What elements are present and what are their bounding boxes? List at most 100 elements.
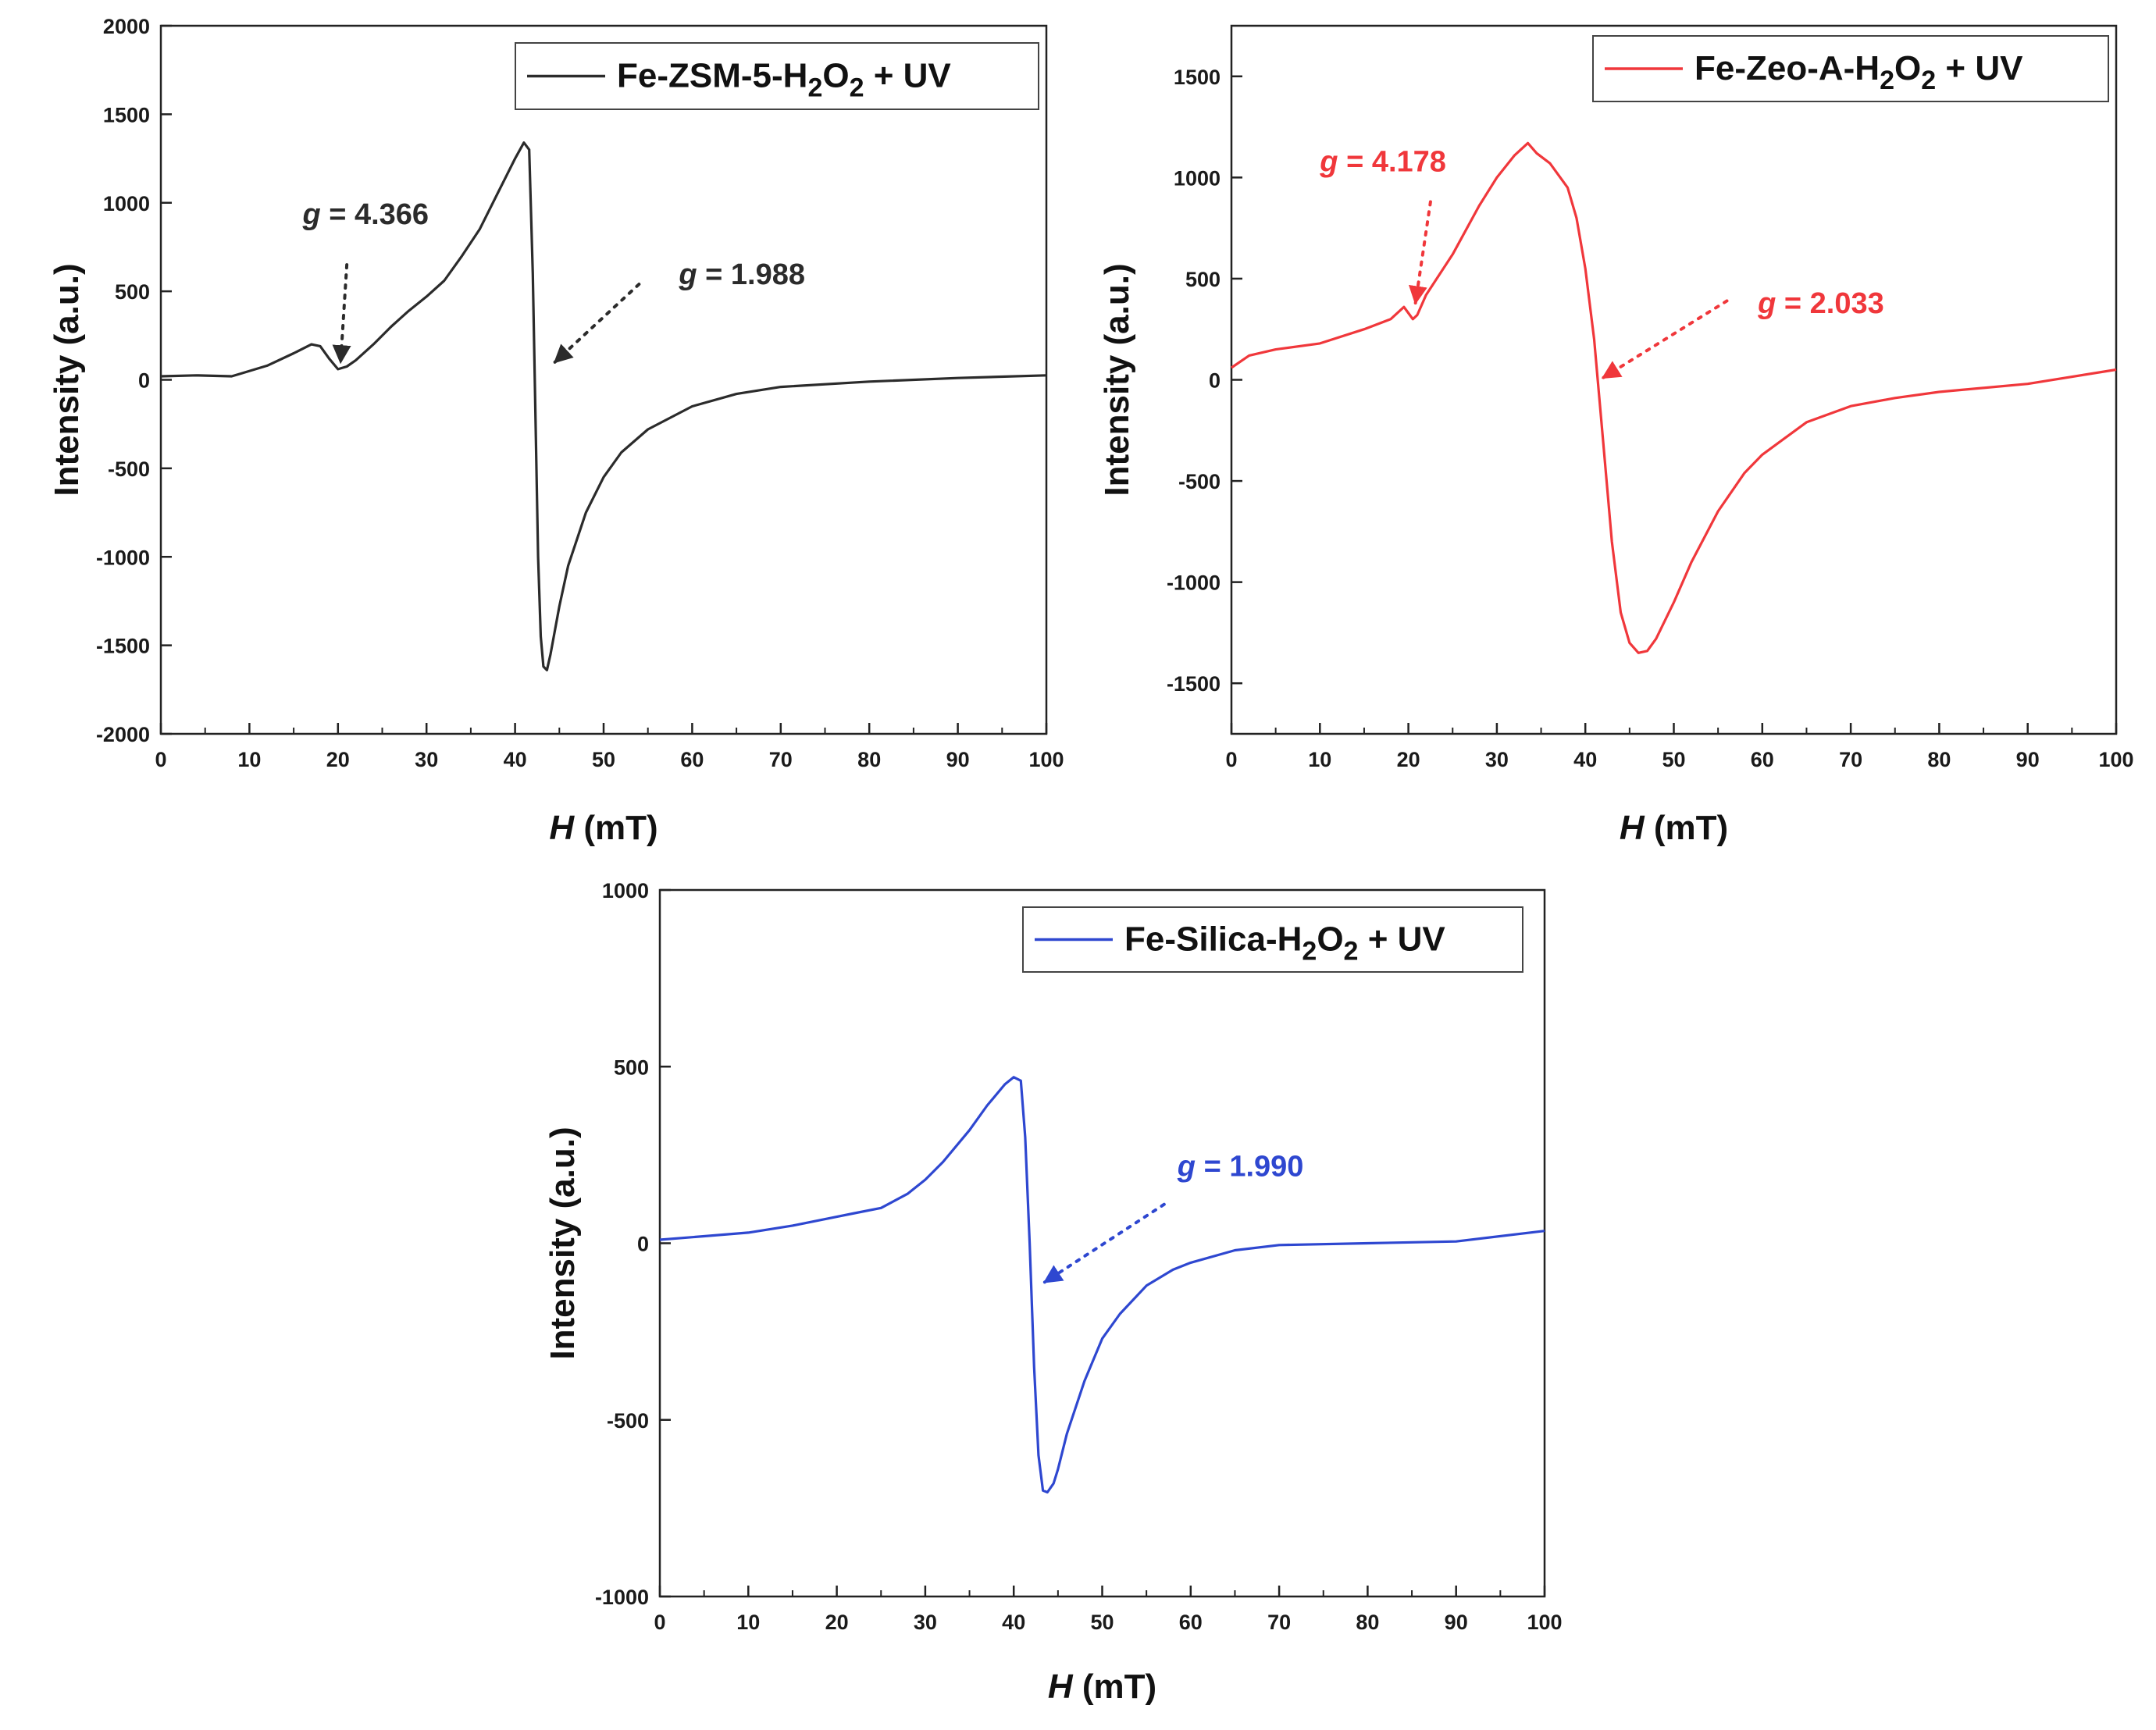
x-tick-label: 80 bbox=[857, 748, 881, 771]
legend-label-sub1: 2 bbox=[807, 73, 822, 103]
legend-label-sub2: 2 bbox=[850, 73, 864, 103]
annotation-g-value: = 4.366 bbox=[321, 198, 429, 231]
y-tick-label: 500 bbox=[614, 1055, 649, 1079]
x-axis-title-unit: (mT) bbox=[1645, 809, 1729, 847]
legend-label-mid: O bbox=[1317, 920, 1343, 959]
annotation-label: g = 2.033 bbox=[1757, 287, 1884, 320]
x-tick-label: 20 bbox=[825, 1611, 849, 1634]
x-axis-title: H (mT) bbox=[549, 809, 657, 847]
legend-label-post: + UV bbox=[864, 57, 952, 95]
y-tick-label: -1500 bbox=[96, 635, 150, 658]
annotation-label: g = 1.990 bbox=[1177, 1151, 1304, 1184]
legend-label-post: + UV bbox=[1936, 49, 2023, 87]
annotation-arrow bbox=[1042, 1202, 1166, 1284]
x-tick-label: 50 bbox=[1662, 748, 1685, 771]
x-tick-label: 90 bbox=[1445, 1611, 1468, 1634]
annotation-g-value: = 1.990 bbox=[1196, 1151, 1303, 1184]
y-tick-label: -1000 bbox=[1167, 571, 1221, 595]
y-tick-label: -1000 bbox=[96, 546, 150, 569]
annotation-label: g = 4.178 bbox=[1319, 146, 1446, 179]
annotation-arrow bbox=[553, 283, 641, 364]
x-tick-label: 20 bbox=[326, 748, 350, 771]
x-tick-label: 50 bbox=[1090, 1611, 1114, 1634]
y-tick-label: -500 bbox=[607, 1409, 649, 1433]
y-tick-label: -500 bbox=[108, 457, 150, 481]
legend-label-sub1: 2 bbox=[1880, 66, 1894, 95]
x-tick-label: 40 bbox=[504, 748, 527, 771]
y-tick-label: 2000 bbox=[103, 15, 150, 38]
x-tick-label: 10 bbox=[736, 1611, 760, 1634]
y-tick-label: 1500 bbox=[1174, 66, 1221, 89]
x-tick-label: 0 bbox=[1225, 748, 1237, 771]
legend-label: Fe-Silica-H2O2 + UV bbox=[1124, 920, 1445, 966]
x-tick-label: 30 bbox=[1485, 748, 1509, 771]
series-line-zeoa bbox=[1231, 141, 2117, 654]
y-tick-label: -1500 bbox=[1167, 672, 1221, 696]
legend-label-mid: O bbox=[822, 57, 849, 95]
y-tick-label: 0 bbox=[1209, 369, 1221, 393]
x-tick-label: 0 bbox=[654, 1611, 665, 1634]
x-tick-label: 30 bbox=[914, 1611, 937, 1634]
legend-label-sub1: 2 bbox=[1302, 937, 1317, 966]
series-line-zsm5 bbox=[160, 141, 1047, 672]
chart-silica: 0 10 20 30 40 50 60 70 80 90 100 -1000 -500 0 500 1000 I… bbox=[543, 879, 1563, 1706]
annotation-g-symbol: g bbox=[1757, 287, 1776, 320]
x-tick-label: 90 bbox=[2016, 748, 2040, 771]
legend-label-pre: Fe-Silica-H bbox=[1124, 920, 1302, 959]
x-tick-label: 80 bbox=[1356, 1611, 1379, 1634]
plot-frame bbox=[1230, 24, 2118, 735]
x-axis-title-symbol: H bbox=[549, 809, 575, 847]
x-axis-title-symbol: H bbox=[1620, 809, 1645, 847]
annotation-g-symbol: g bbox=[1177, 1151, 1196, 1184]
legend-label: Fe-ZSM-5-H2O2 + UV bbox=[617, 57, 951, 103]
chart-zsm5: 0 10 20 30 40 50 60 70 80 90 100-2000-1500-1000-50… bbox=[48, 15, 1064, 847]
x-tick-label: 80 bbox=[1927, 748, 1951, 771]
x-tick-label: 70 bbox=[769, 748, 793, 771]
series-line-silica bbox=[659, 1076, 1545, 1494]
x-tick-label: 30 bbox=[415, 748, 438, 771]
y-tick-label: 1000 bbox=[103, 192, 150, 215]
legend-label-sub2: 2 bbox=[1344, 937, 1359, 966]
chart-zeoa: 0 10 20 30 40 50 60 70 80 90 100 -1500 -1000 -500 0 500… bbox=[1098, 24, 2134, 847]
x-tick-label: 60 bbox=[1751, 748, 1774, 771]
y-tick-label: 1500 bbox=[103, 103, 150, 126]
x-axis-title: H (mT) bbox=[1620, 809, 1728, 847]
x-tick-label: 60 bbox=[680, 748, 704, 771]
annotation-g-symbol: g bbox=[301, 198, 320, 231]
x-axis-title-symbol: H bbox=[1048, 1668, 1074, 1706]
x-tick-label: 100 bbox=[1527, 1611, 1562, 1634]
y-tick-label: 500 bbox=[115, 280, 150, 304]
x-tick-label: 40 bbox=[1002, 1611, 1025, 1634]
annotation-arrow bbox=[332, 263, 351, 365]
y-tick-label: 1000 bbox=[602, 879, 649, 902]
y-axis-title: Intensity (a.u.) bbox=[543, 1127, 582, 1359]
x-tick-label: 100 bbox=[2098, 748, 2133, 771]
annotation-g-value: = 4.178 bbox=[1338, 146, 1446, 179]
annotation-label: g = 1.988 bbox=[678, 258, 805, 291]
y-tick-label: -2000 bbox=[96, 723, 150, 746]
y-axis-title: Intensity (a.u.) bbox=[1098, 263, 1136, 496]
x-tick-label: 20 bbox=[1397, 748, 1420, 771]
x-tick-label: 70 bbox=[1267, 1611, 1291, 1634]
annotation-g-value: = 1.988 bbox=[697, 258, 805, 291]
legend-label-mid: O bbox=[1894, 49, 1921, 87]
x-tick-label: 70 bbox=[1839, 748, 1862, 771]
y-tick-label: -500 bbox=[1178, 470, 1221, 493]
x-tick-label: 10 bbox=[1308, 748, 1331, 771]
x-tick-label: 10 bbox=[237, 748, 261, 771]
y-axis-title: Intensity (a.u.) bbox=[48, 263, 86, 496]
legend-label: Fe-Zeo-A-H2O2 + UV bbox=[1695, 49, 2023, 95]
annotation-g-symbol: g bbox=[678, 258, 697, 291]
legend-label-pre: Fe-Zeo-A-H bbox=[1695, 49, 1880, 87]
x-axis-title-unit: (mT) bbox=[574, 809, 658, 847]
legend-label-pre: Fe-ZSM-5-H bbox=[617, 57, 807, 95]
x-tick-label: 100 bbox=[1028, 748, 1064, 771]
legend-label-sub2: 2 bbox=[1921, 66, 1936, 95]
annotation-label: g = 4.366 bbox=[301, 198, 429, 231]
x-axis-title-unit: (mT) bbox=[1073, 1668, 1157, 1706]
x-tick-label: 40 bbox=[1573, 748, 1597, 771]
annotation-g-symbol: g bbox=[1319, 146, 1338, 179]
legend-label-post: + UV bbox=[1358, 920, 1445, 959]
x-tick-label: 60 bbox=[1179, 1611, 1203, 1634]
